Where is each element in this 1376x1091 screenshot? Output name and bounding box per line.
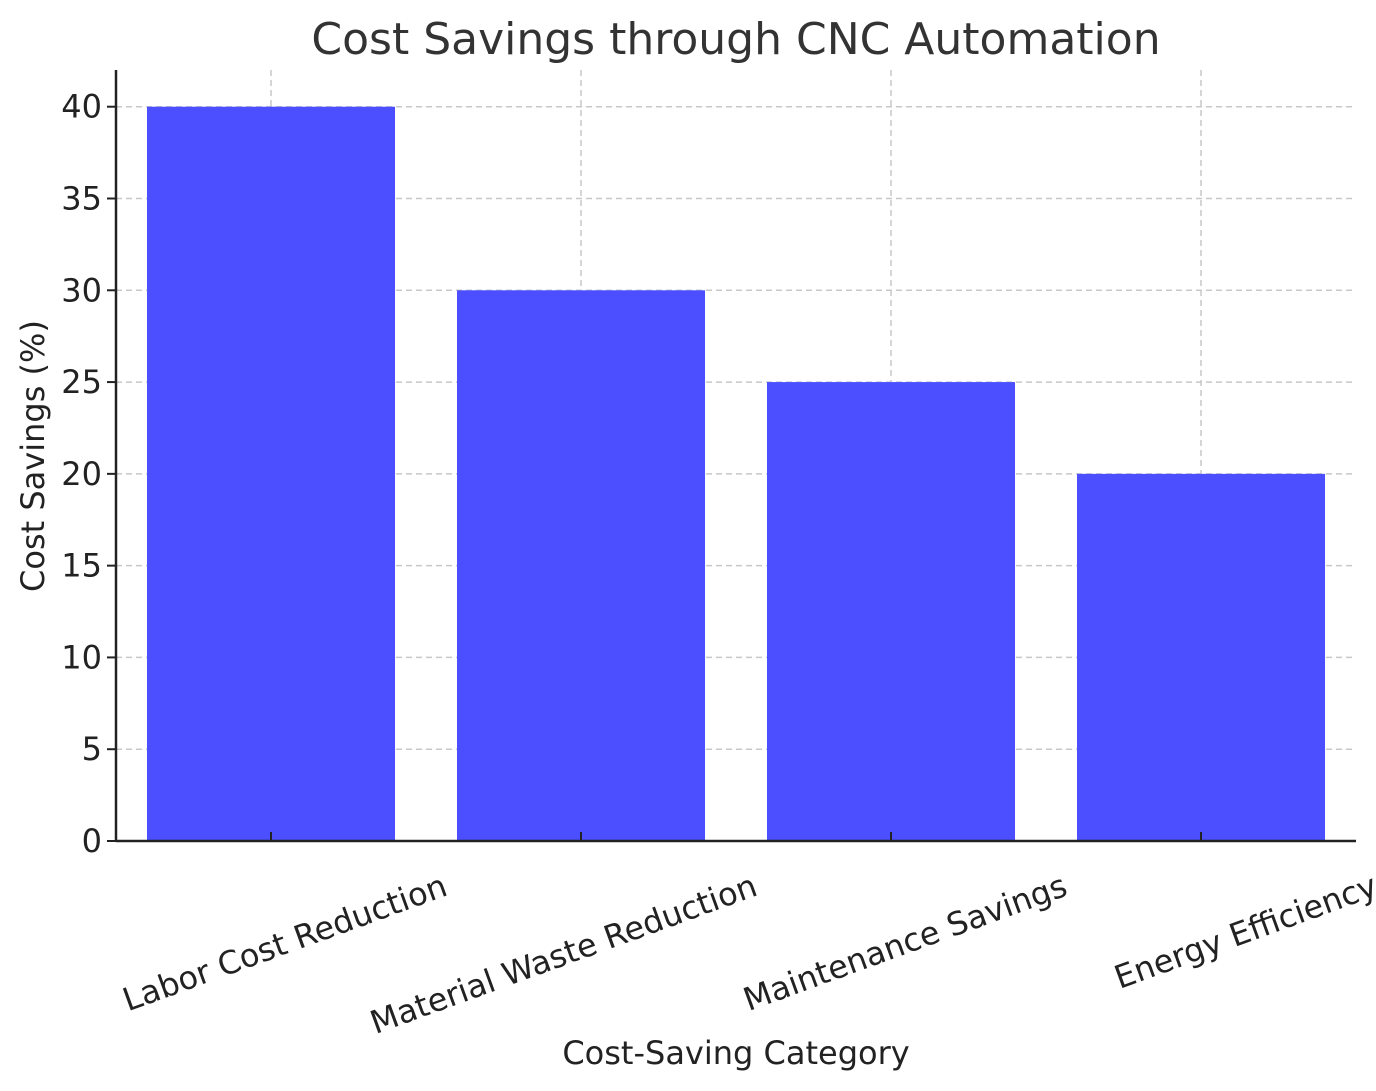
y-tick-label: 25 bbox=[61, 363, 102, 401]
y-tick-label: 5 bbox=[82, 730, 102, 768]
y-axis-label: Cost Savings (%) bbox=[14, 320, 52, 592]
chart-title: Cost Savings through CNC Automation bbox=[311, 14, 1160, 65]
x-tick-label: Energy Efficiency bbox=[1109, 866, 1376, 996]
bar bbox=[1077, 473, 1325, 841]
x-tick-label: Maintenance Savings bbox=[738, 866, 1072, 1018]
x-axis-label: Cost-Saving Category bbox=[562, 1034, 909, 1072]
y-tick-label: 35 bbox=[61, 180, 102, 218]
bar bbox=[767, 382, 1015, 841]
y-tick-label: 30 bbox=[61, 271, 102, 309]
bars bbox=[147, 106, 1325, 841]
bar bbox=[457, 290, 705, 841]
y-axis-ticks: 0 5 10 15 20 25 30 35 40 bbox=[61, 88, 116, 860]
y-tick-label: 40 bbox=[61, 88, 102, 126]
bar bbox=[147, 106, 395, 841]
y-tick-label: 15 bbox=[61, 547, 102, 585]
y-tick-label: 20 bbox=[61, 455, 102, 493]
y-tick-label: 0 bbox=[82, 822, 102, 860]
y-tick-label: 10 bbox=[61, 638, 102, 676]
